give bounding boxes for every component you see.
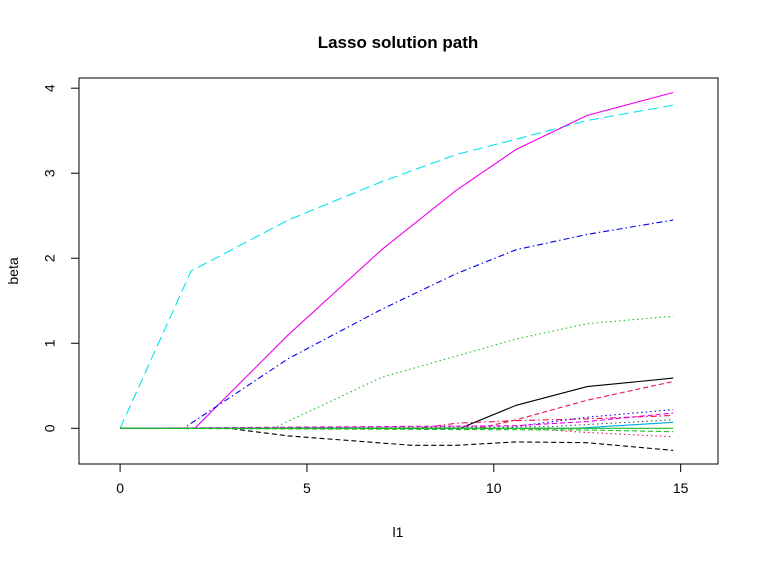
y-axis-label: beta <box>5 257 21 284</box>
y-tick-label: 4 <box>42 84 58 92</box>
y-tick-label: 2 <box>42 254 58 262</box>
series-line-9 <box>120 409 674 429</box>
x-axis-label: l1 <box>393 524 404 540</box>
y-tick-label: 0 <box>42 424 58 432</box>
series-line-6 <box>120 380 674 429</box>
series-line-2 <box>120 91 674 429</box>
x-axis: 0 5 10 15 <box>116 463 689 496</box>
series-line-7 <box>120 427 674 451</box>
series-line-3 <box>120 219 674 429</box>
series-line-1 <box>119 104 674 429</box>
x-tick-label: 5 <box>303 480 311 496</box>
x-tick-label: 15 <box>673 480 689 496</box>
y-tick-label: 3 <box>42 169 58 177</box>
y-axis: 0 1 2 3 4 <box>42 84 80 432</box>
chart-title: Lasso solution path <box>318 33 479 52</box>
series-layer <box>119 91 674 451</box>
x-tick-label: 0 <box>116 480 124 496</box>
series-line-13 <box>120 427 674 433</box>
y-tick-label: 1 <box>42 339 58 347</box>
series-line-4 <box>120 315 674 429</box>
x-tick-label: 10 <box>486 480 502 496</box>
plot-frame <box>78 77 719 465</box>
